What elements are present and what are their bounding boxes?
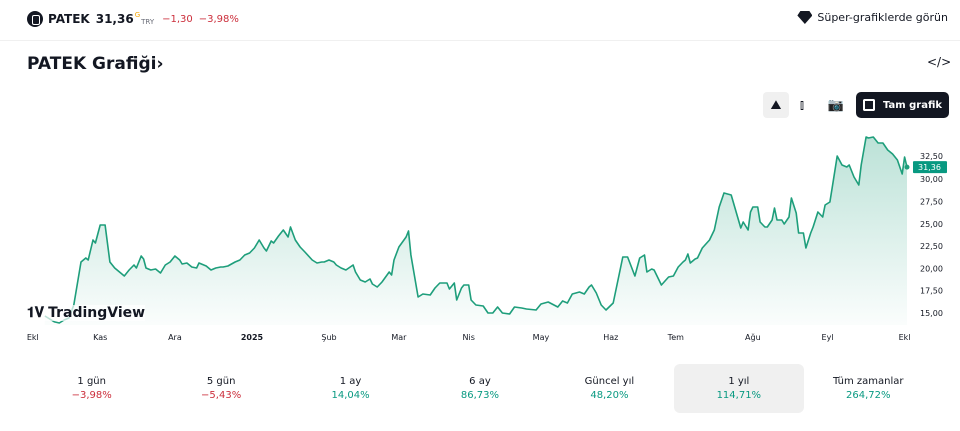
period-label: 1 yıl <box>728 376 750 387</box>
period-1y[interactable]: 1 yıl 114,71% <box>674 364 804 413</box>
period-label: Güncel yıl <box>584 376 635 387</box>
price-flag: G <box>134 11 141 19</box>
period-1d[interactable]: 1 gün −3,98% <box>27 364 156 413</box>
chart-title-link[interactable]: PATEK Grafiği› <box>27 54 163 74</box>
supercharts-gem-icon <box>797 11 813 24</box>
quote-summary: PATEK 31,36 G TRY −1,30 −3,98% <box>27 10 239 28</box>
price-change-percent: −3,98% <box>198 13 239 25</box>
y-tick-label: 25,00 <box>920 220 943 229</box>
x-tick-label: Ara <box>168 333 182 342</box>
x-tick-label: Şub <box>321 333 336 342</box>
area-chart-button[interactable]: ⛰ <box>763 92 789 118</box>
last-price: 31,36 <box>95 12 134 26</box>
period-selector: 1 gün −3,98% 5 gün −5,43% 1 ay 14,04% 6 ay 8… <box>27 364 933 413</box>
x-tick-label: Tem <box>667 333 684 342</box>
y-tick-label: 17,50 <box>920 287 943 296</box>
x-tick-label: Ekl <box>27 333 39 342</box>
price-chart[interactable]: 15,00 17,50 20,00 22,50 25,00 27,50 30,00 32,50… <box>0 120 960 350</box>
y-tick-label: 15,00 <box>920 309 943 318</box>
fullscreen-icon <box>862 99 875 111</box>
camera-icon: 📷 <box>827 97 845 113</box>
period-ytd[interactable]: Güncel yıl 48,20% <box>545 364 674 413</box>
period-6m[interactable]: 6 ay 86,73% <box>415 364 544 413</box>
price-line <box>44 136 908 324</box>
last-price-dot <box>904 164 910 170</box>
period-change: −3,98% <box>71 390 112 401</box>
tradingview-logo-icon: 𝟏𝐕 <box>27 305 45 321</box>
page-title: PATEK Grafiği <box>27 54 157 74</box>
x-tick-label: Eyl <box>822 333 834 342</box>
y-tick-label: 22,50 <box>920 242 943 251</box>
period-change: 14,04% <box>331 390 370 401</box>
super-charts-link[interactable]: Süper-grafiklerde görün <box>797 11 948 24</box>
price-area-fill <box>44 137 907 325</box>
period-label: 6 ay <box>469 376 491 387</box>
super-charts-label: Süper-grafiklerde görün <box>817 11 948 24</box>
screenshot-button[interactable]: 📷 <box>822 92 850 118</box>
embed-code-icon[interactable]: </> <box>927 55 952 69</box>
x-tick-label: Nis <box>463 333 475 342</box>
y-tick-label: 32,50 <box>920 152 943 161</box>
company-logo-icon <box>27 11 43 27</box>
period-label: Tüm zamanlar <box>832 376 904 387</box>
x-tick-label: May <box>533 333 550 342</box>
candles-chart-button[interactable]: ⫾ <box>790 92 814 118</box>
chevron-right-icon: › <box>156 54 164 74</box>
full-chart-button[interactable]: Tam grafik <box>856 92 949 118</box>
period-all[interactable]: Tüm zamanlar 264,72% <box>804 364 933 413</box>
x-tick-label: Haz <box>603 333 618 342</box>
symbol-header: PATEK 31,36 G TRY −1,30 −3,98% Süper-gra… <box>0 0 960 41</box>
watermark-text: TradingView <box>48 305 146 321</box>
x-tick-label: Ekl <box>899 333 911 342</box>
x-tick-label: Kas <box>93 333 107 342</box>
period-change: 48,20% <box>590 390 629 401</box>
last-price-tag-label: 31,36 <box>918 163 941 172</box>
price-change: −1,30 <box>162 13 193 25</box>
period-change: 114,71% <box>716 390 762 401</box>
currency: TRY <box>141 18 155 26</box>
tradingview-watermark: 𝟏𝐕 TradingView <box>27 305 146 321</box>
period-label: 1 gün <box>77 376 106 387</box>
last-price-tag <box>913 161 947 174</box>
period-label: 5 gün <box>206 376 236 387</box>
period-change: −5,43% <box>201 390 242 401</box>
period-change: 86,73% <box>460 390 500 401</box>
y-tick-label: 27,50 <box>920 198 943 207</box>
area-chart-icon: ⛰ <box>770 97 782 113</box>
x-tick-label: Mar <box>391 333 407 342</box>
period-label: 1 ay <box>339 376 362 387</box>
full-chart-label: Tam grafik <box>882 99 943 111</box>
symbol-name[interactable]: PATEK <box>48 12 90 26</box>
period-5d[interactable]: 5 gün −5,43% <box>156 364 285 413</box>
period-change: 264,72% <box>845 390 891 401</box>
y-tick-label: 20,00 <box>920 264 943 273</box>
candlestick-icon: ⫾ <box>799 97 805 113</box>
period-1m[interactable]: 1 ay 14,04% <box>286 364 415 413</box>
x-tick-label: 2025 <box>241 333 264 342</box>
y-tick-label: 30,00 <box>920 175 943 184</box>
x-tick-label: Ağu <box>745 333 761 342</box>
